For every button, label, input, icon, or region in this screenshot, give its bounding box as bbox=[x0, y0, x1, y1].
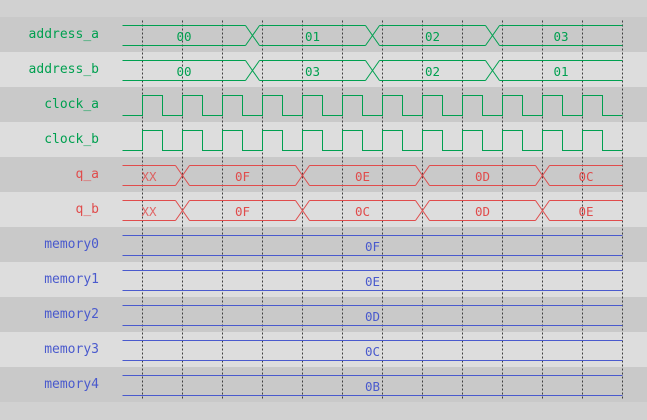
bus-value-label: 0F bbox=[365, 239, 380, 254]
wave-memory3[interactable]: 0C bbox=[122, 340, 623, 361]
row-stripe bbox=[0, 227, 647, 262]
grid-lines bbox=[142, 20, 623, 401]
bus-value-label: 03 bbox=[553, 29, 568, 44]
bus-value-label: 0C bbox=[355, 204, 370, 219]
row-stripe bbox=[0, 157, 647, 192]
signal-label-memory2[interactable]: memory2 bbox=[44, 307, 99, 322]
bus-value-label: 0D bbox=[365, 309, 380, 324]
bus-value-label: 03 bbox=[305, 64, 320, 79]
signal-label-q_a[interactable]: q_a bbox=[75, 167, 99, 182]
bus-value-label: 0F bbox=[235, 204, 250, 219]
bus-value-label: 0E bbox=[355, 169, 370, 184]
bus-value-label: 0B bbox=[365, 379, 380, 394]
bus-value-label: 0E bbox=[578, 204, 593, 219]
signal-label-memory1[interactable]: memory1 bbox=[44, 272, 99, 287]
wave-memory1[interactable]: 0E bbox=[122, 270, 623, 291]
bus-value-label: 02 bbox=[425, 29, 440, 44]
wave-memory4[interactable]: 0B bbox=[122, 375, 623, 396]
bus-value-label: 02 bbox=[425, 64, 440, 79]
signal-label-memory4[interactable]: memory4 bbox=[44, 377, 99, 392]
wave-memory0[interactable]: 0F bbox=[122, 235, 623, 256]
signal-label-memory0[interactable]: memory0 bbox=[44, 237, 99, 252]
signal-label-address_b[interactable]: address_b bbox=[28, 62, 99, 77]
row-stripe bbox=[0, 52, 647, 87]
row-stripe bbox=[0, 122, 647, 157]
bus-value-label: 0F bbox=[235, 169, 250, 184]
signal-label-clock_b[interactable]: clock_b bbox=[44, 132, 99, 147]
bus-value-label: 0C bbox=[365, 344, 380, 359]
bus-value-label: 01 bbox=[553, 64, 568, 79]
row-stripe bbox=[0, 192, 647, 227]
bus-value-label: 00 bbox=[176, 64, 191, 79]
bus-value-label: 0E bbox=[365, 274, 380, 289]
wave-address_b[interactable]: 00 03 02 01 bbox=[122, 60, 623, 81]
bus-value-label: XX bbox=[141, 169, 157, 184]
bus-value-label: 0C bbox=[578, 169, 593, 184]
row-stripe bbox=[0, 332, 647, 367]
row-stripe bbox=[0, 87, 647, 122]
bus-value-label: 01 bbox=[305, 29, 320, 44]
row-stripe bbox=[0, 17, 647, 52]
row-stripe bbox=[0, 262, 647, 297]
signal-label-q_b[interactable]: q_b bbox=[75, 202, 99, 217]
bus-value-label: XX bbox=[141, 204, 157, 219]
wave-clock_b[interactable] bbox=[122, 130, 623, 151]
wave-address_a[interactable]: 00 01 02 03 bbox=[122, 25, 623, 46]
signal-label-address_a[interactable]: address_a bbox=[28, 27, 99, 42]
wave-clock_a[interactable] bbox=[122, 95, 623, 116]
bus-value-label: 0D bbox=[475, 204, 490, 219]
wave-q_b[interactable]: XX 0F 0C 0D 0E bbox=[122, 200, 623, 221]
row-stripe bbox=[0, 297, 647, 332]
signal-label-memory3[interactable]: memory3 bbox=[44, 342, 99, 357]
wave-memory2[interactable]: 0D bbox=[122, 305, 623, 326]
signal-label-clock_a[interactable]: clock_a bbox=[44, 97, 99, 112]
bus-value-label: 0D bbox=[475, 169, 490, 184]
wave-q_a[interactable]: XX 0F 0E 0D 0C bbox=[122, 165, 623, 186]
bus-value-label: 00 bbox=[176, 29, 191, 44]
row-stripe bbox=[0, 367, 647, 402]
